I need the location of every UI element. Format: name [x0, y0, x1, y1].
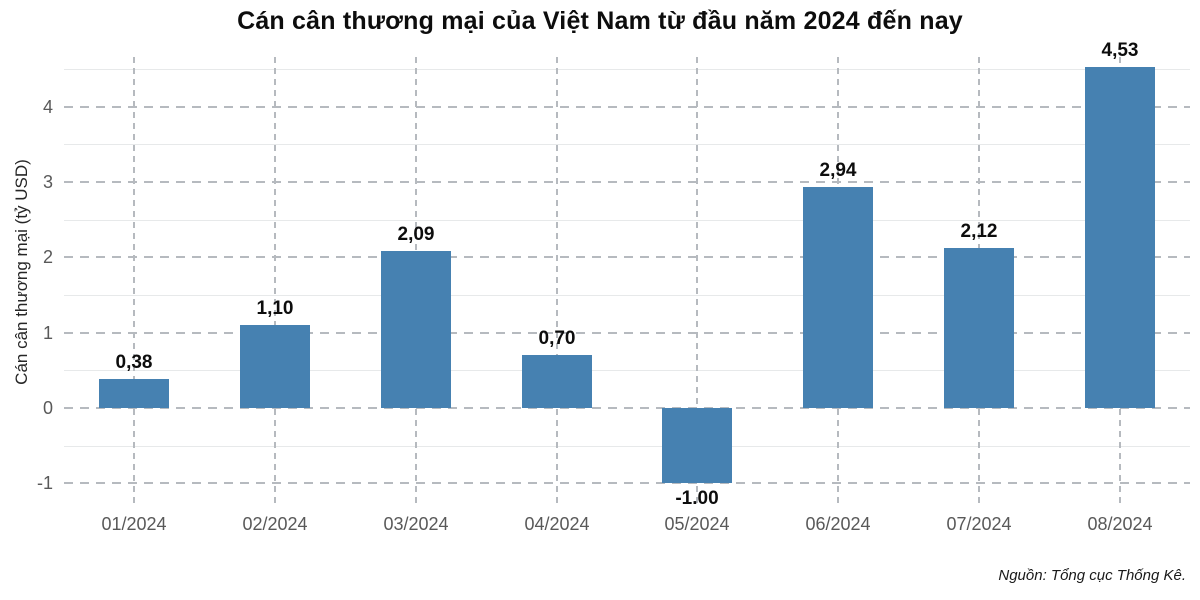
y-tick-label: 1	[42, 323, 53, 343]
bar-value-label: 2,12	[960, 221, 998, 242]
bar-value-label: 1,10	[256, 298, 294, 319]
bar	[522, 355, 592, 408]
grid-major-line	[64, 106, 1190, 108]
bar	[944, 248, 1014, 408]
x-tick-label: 01/2024	[101, 514, 167, 534]
x-tick-label: 03/2024	[383, 514, 449, 534]
y-tick-label: 3	[42, 172, 53, 192]
bar	[1085, 67, 1155, 408]
bar	[99, 379, 169, 408]
y-tick-label: 4	[42, 97, 53, 117]
y-tick-label: 2	[42, 247, 53, 267]
grid-vline	[133, 57, 135, 503]
y-tick-label: 0	[42, 398, 53, 418]
grid-major-line	[64, 482, 1190, 484]
grid-minor-line	[64, 295, 1190, 296]
bar-value-label: 0,70	[538, 328, 576, 349]
bar-value-label: 2,94	[819, 160, 857, 181]
bar-value-label: 0,38	[115, 352, 153, 373]
x-tick-label: 06/2024	[805, 514, 871, 534]
chart-title: Cán cân thương mại của Việt Nam từ đầu n…	[237, 7, 963, 35]
grid-vline	[696, 57, 698, 503]
x-tick-label: 05/2024	[664, 514, 730, 534]
grid-major-line	[64, 256, 1190, 258]
x-tick-label: 08/2024	[1087, 514, 1153, 534]
plot-area: 0,38 1,10 2,09 0,70 -1.00 2,94 2,12 4,53	[64, 40, 1190, 509]
grid-major-line	[64, 407, 1190, 409]
grid-major-line	[64, 332, 1190, 334]
grid-minor-line	[64, 446, 1190, 447]
source-note: Nguồn: Tổng cục Thống Kê.	[998, 567, 1186, 584]
bar	[381, 251, 451, 408]
x-tick-label: 02/2024	[242, 514, 308, 534]
bar	[803, 187, 873, 408]
bar	[240, 325, 310, 408]
bar	[662, 408, 732, 483]
bar-value-label: -1.00	[675, 488, 719, 509]
x-tick-label: 04/2024	[524, 514, 590, 534]
grid-major-line	[64, 181, 1190, 183]
grid-minor-line	[64, 69, 1190, 70]
x-tick-label: 07/2024	[946, 514, 1012, 534]
grid-minor-line	[64, 144, 1190, 145]
bar-value-label: 4,53	[1101, 40, 1139, 61]
bar-value-label: 2,09	[397, 224, 435, 245]
grid-vline	[556, 57, 558, 503]
grid-minor-line	[64, 370, 1190, 371]
grid-vline	[274, 57, 276, 503]
y-tick-label: -1	[36, 473, 53, 493]
grid-minor-line	[64, 220, 1190, 221]
y-axis-label: Cán cân thương mại (tỷ USD)	[12, 159, 31, 385]
